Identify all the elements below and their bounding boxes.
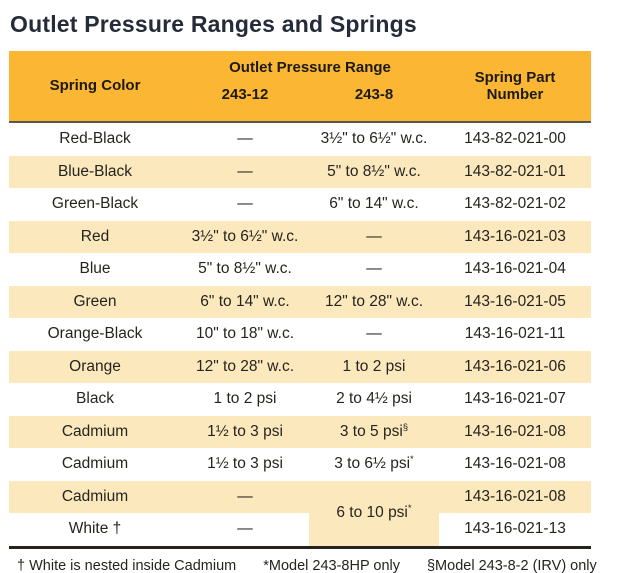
part-number-cell: 143-82-021-02 xyxy=(439,188,591,221)
pressure-243-8-cell: 3 to 6½ psi* xyxy=(309,448,439,481)
table-row: Red 3½" to 6½" w.c. — 143-16-021-03 xyxy=(9,220,591,253)
pressure-243-8-cell: 1 to 2 psi xyxy=(309,350,439,383)
pressure-243-12-cell: 1 to 2 psi xyxy=(181,383,309,416)
column-header-outlet-pressure-range: Outlet Pressure Range xyxy=(181,51,439,86)
pressure-243-8-cell: 3 to 5 psi§ xyxy=(309,415,439,448)
table-row: Blue 5" to 8½" w.c. — 143-16-021-04 xyxy=(9,253,591,286)
footnote-marker: * xyxy=(410,454,414,466)
column-header-spring-color: Spring Color xyxy=(9,51,181,123)
part-number-cell: 143-16-021-07 xyxy=(439,383,591,416)
part-number-cell: 143-16-021-13 xyxy=(439,513,591,547)
spring-color-cell: Cadmium xyxy=(9,415,181,448)
pressure-243-12-cell: 12" to 28" w.c. xyxy=(181,350,309,383)
spring-color-cell: Orange-Black xyxy=(9,318,181,351)
footnotes: † White is nested inside Cadmium *Model … xyxy=(17,558,639,573)
table-row: Black 1 to 2 psi 2 to 4½ psi 143-16-021-… xyxy=(9,383,591,416)
pressure-value: 3 to 6½ psi xyxy=(334,455,411,473)
part-number-cell: 143-16-021-11 xyxy=(439,318,591,351)
pressure-243-8-cell: 6" to 14" w.c. xyxy=(309,188,439,221)
spring-color-cell: White † xyxy=(9,513,181,547)
spring-color-cell: Green xyxy=(9,285,181,318)
part-number-cell: 143-16-021-04 xyxy=(439,253,591,286)
pressure-243-8-cell: — xyxy=(309,253,439,286)
footnote-marker: § xyxy=(402,421,409,433)
pressure-243-12-cell: 3½" to 6½" w.c. xyxy=(181,220,309,253)
part-number-cell: 143-16-021-08 xyxy=(439,448,591,481)
footnote-model-243-8-2: §Model 243-8-2 (IRV) only xyxy=(426,557,597,573)
column-header-243-12: 243-12 xyxy=(181,86,309,123)
spring-color-cell: Blue-Black xyxy=(9,155,181,188)
spring-color-cell: Cadmium xyxy=(9,448,181,481)
pressure-243-12-cell: 5" to 8½" w.c. xyxy=(181,253,309,286)
pressure-243-8-cell: — xyxy=(309,220,439,253)
column-header-243-8: 243-8 xyxy=(309,86,439,123)
page-title: Outlet Pressure Ranges and Springs xyxy=(10,11,417,37)
pressure-243-12-cell: — xyxy=(181,155,309,188)
pressure-243-12-cell: 10" to 18" w.c. xyxy=(181,318,309,351)
spring-color-cell: Orange xyxy=(9,350,181,383)
pressure-243-12-cell: — xyxy=(181,188,309,221)
footnote-marker: * xyxy=(407,502,412,514)
pressure-243-8-cell: 5" to 8½" w.c. xyxy=(309,155,439,188)
spring-color-cell: Green-Black xyxy=(9,188,181,221)
footnote-model-243-8hp: *Model 243-8HP only xyxy=(263,557,400,573)
spring-color-cell: Black xyxy=(9,383,181,416)
spring-color-cell: Blue xyxy=(9,253,181,286)
pressure-243-8-cell: 3½" to 6½" w.c. xyxy=(309,122,439,156)
table-row: Cadmium 1½ to 3 psi 3 to 5 psi§ 143-16-0… xyxy=(9,415,591,448)
pressure-243-12-cell: 6" to 14" w.c. xyxy=(181,285,309,318)
spring-color-cell: Red-Black xyxy=(9,122,181,156)
table-row: Cadmium 1½ to 3 psi 3 to 6½ psi* 143-16-… xyxy=(9,448,591,481)
spring-color-cell: Red xyxy=(9,220,181,253)
table-row: Blue-Black — 5" to 8½" w.c. 143-82-021-0… xyxy=(9,155,591,188)
table-row: White † — 143-16-021-13 xyxy=(9,513,591,547)
pressure-243-12-cell: 1½ to 3 psi xyxy=(181,448,309,481)
column-header-spring-part-number: Spring Part Number xyxy=(439,51,591,123)
table-row: Orange-Black 10" to 18" w.c. — 143-16-02… xyxy=(9,318,591,351)
pressure-value: 3 to 5 psi xyxy=(339,422,403,440)
merged-pressure-243-8-cell: 6 to 10 psi* xyxy=(309,480,439,547)
table-row: Orange 12" to 28" w.c. 1 to 2 psi 143-16… xyxy=(9,350,591,383)
pressure-243-12-cell: — xyxy=(181,513,309,547)
footnote-white-nested: † White is nested inside Cadmium xyxy=(17,557,237,573)
part-number-cell: 143-16-021-08 xyxy=(439,480,591,513)
part-number-cell: 143-16-021-08 xyxy=(439,415,591,448)
part-number-cell: 143-16-021-06 xyxy=(439,350,591,383)
part-number-cell: 143-16-021-03 xyxy=(439,220,591,253)
spring-color-cell: Cadmium xyxy=(9,480,181,513)
pressure-243-12-cell: — xyxy=(181,122,309,156)
pressure-243-8-cell: — xyxy=(309,318,439,351)
part-number-cell: 143-82-021-00 xyxy=(439,122,591,156)
part-number-cell: 143-82-021-01 xyxy=(439,155,591,188)
table-row: Cadmium — 6 to 10 psi* 143-16-021-08 xyxy=(9,480,591,547)
pressure-243-12-cell: 1½ to 3 psi xyxy=(181,415,309,448)
pressure-243-8-cell: 2 to 4½ psi xyxy=(309,383,439,416)
pressure-243-12-cell: — xyxy=(181,480,309,513)
table-header: Spring Color Outlet Pressure Range Sprin… xyxy=(9,51,591,123)
pressure-243-8-cell: 12" to 28" w.c. xyxy=(309,285,439,318)
part-number-cell: 143-16-021-05 xyxy=(439,285,591,318)
table-row: Red-Black — 3½" to 6½" w.c. 143-82-021-0… xyxy=(9,122,591,156)
table-row: Green 6" to 14" w.c. 12" to 28" w.c. 143… xyxy=(9,285,591,318)
springs-table: Spring Color Outlet Pressure Range Sprin… xyxy=(9,51,591,549)
table-row: Green-Black — 6" to 14" w.c. 143-82-021-… xyxy=(9,188,591,221)
pressure-value: 6 to 10 psi xyxy=(336,504,408,521)
